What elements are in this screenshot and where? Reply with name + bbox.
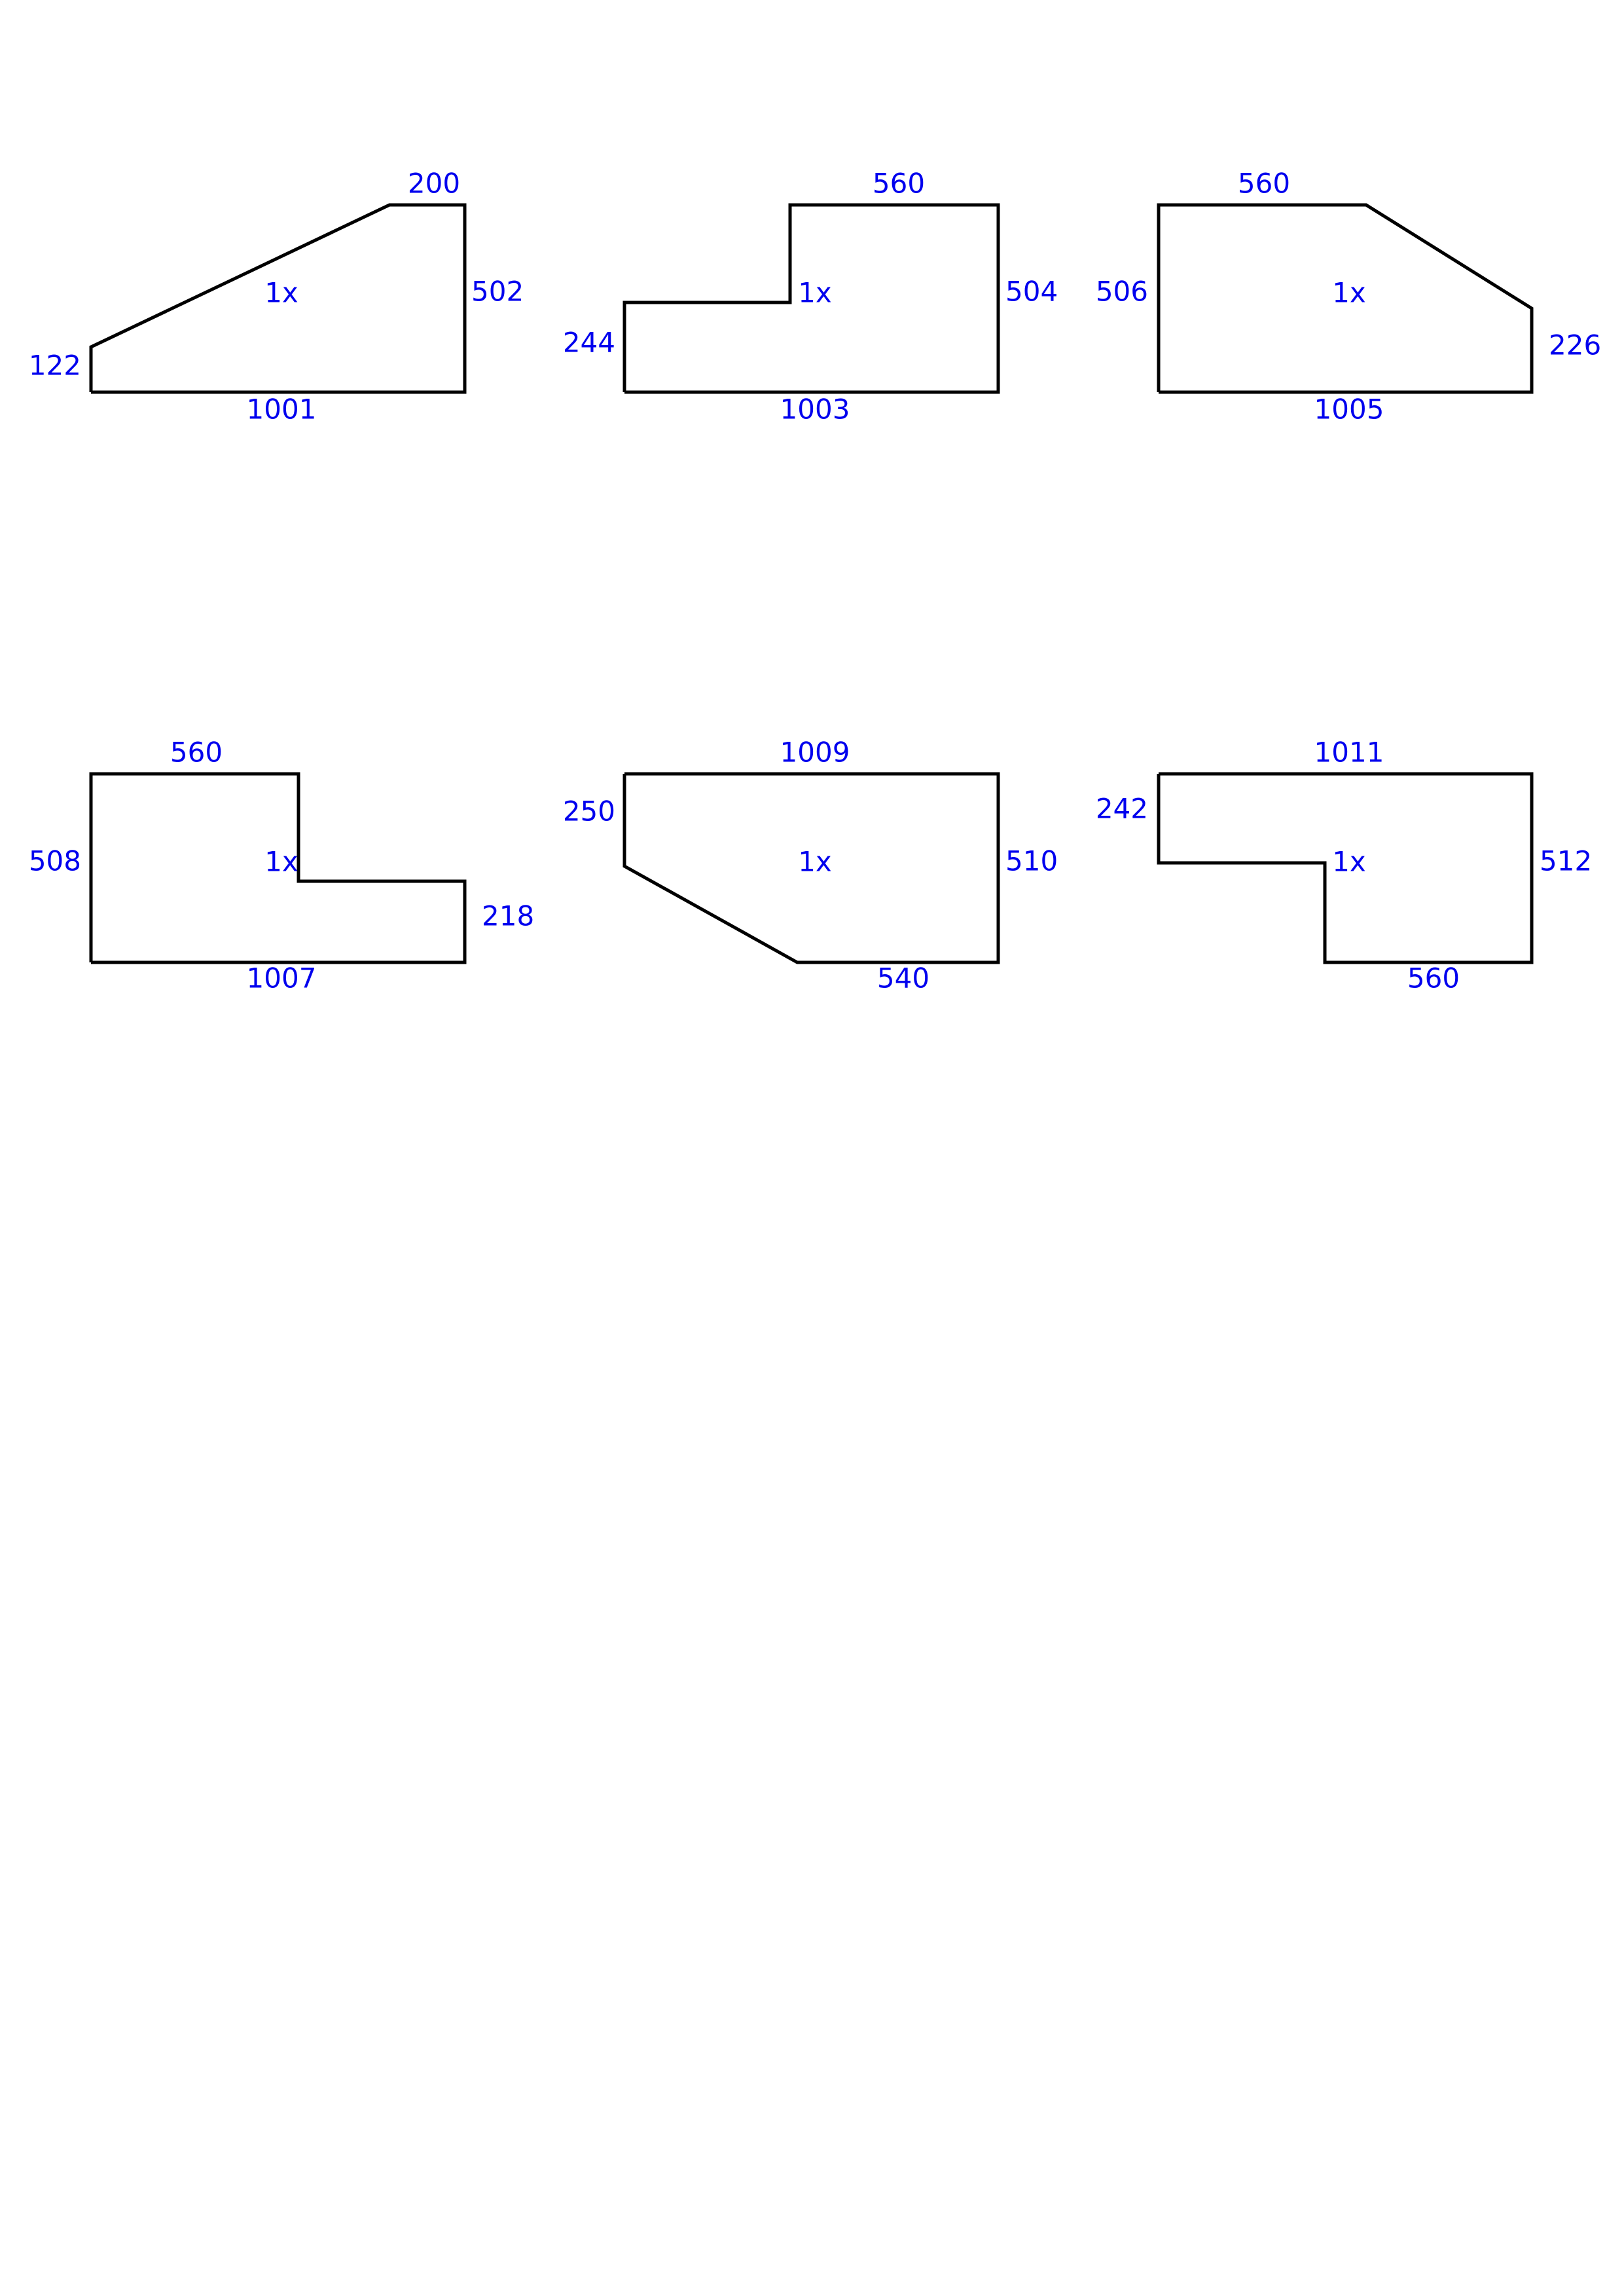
piece-5-dim-left: 250: [563, 795, 615, 828]
piece-3-dim-top: 560: [1238, 168, 1290, 200]
piece-5: 1x 1009 250 510 540: [563, 737, 1058, 994]
piece-3-outline: [1157, 203, 1534, 394]
piece-4-quantity: 1x: [264, 846, 298, 878]
piece-6-dim-right: 512: [1540, 845, 1592, 877]
piece-2-dim-top: 560: [873, 168, 925, 200]
piece-6-dim-top: 1011: [1314, 737, 1384, 769]
piece-2-dim-left: 244: [563, 327, 615, 359]
piece-1-quantity: 1x: [264, 277, 298, 309]
piece-4-dim-left: 508: [29, 845, 81, 877]
piece-4-dim-bottom: 1007: [247, 962, 317, 994]
piece-5-dim-top: 1009: [780, 737, 850, 769]
piece-6-outline: [1157, 772, 1534, 964]
piece-5-outline: [623, 772, 1000, 964]
piece-5-dim-right: 510: [1005, 845, 1058, 877]
piece-2-outline: [623, 203, 1000, 394]
piece-3-dim-right: 226: [1549, 329, 1601, 361]
piece-5-quantity: 1x: [798, 846, 832, 878]
piece-2: 1x 560 504 1003 244: [563, 168, 1058, 426]
piece-3: 1x 560 506 1005 226: [1096, 168, 1601, 426]
piece-6-dim-bottom: 560: [1407, 962, 1460, 994]
piece-1-outline: [89, 203, 467, 394]
piece-3-dim-bottom: 1005: [1314, 393, 1384, 426]
piece-1-dim-left: 122: [29, 350, 81, 382]
piece-5-dim-bottom: 540: [877, 962, 929, 994]
piece-1-dim-right: 502: [471, 276, 524, 308]
piece-4-dim-top: 560: [170, 737, 223, 769]
piece-2-dim-right: 504: [1005, 276, 1058, 308]
piece-1: 1x 200 502 1001 122: [29, 168, 524, 426]
piece-4: 1x 560 508 1007 218: [29, 737, 534, 994]
piece-2-quantity: 1x: [798, 277, 832, 309]
piece-6-dim-left: 242: [1096, 793, 1148, 825]
piece-3-quantity: 1x: [1332, 277, 1366, 309]
piece-1-dim-bottom: 1001: [247, 393, 317, 426]
piece-6-quantity: 1x: [1332, 846, 1366, 878]
piece-4-outline: [89, 772, 467, 964]
piece-2-dim-bottom: 1003: [780, 393, 850, 426]
piece-4-dim-right: 218: [482, 900, 534, 932]
piece-1-dim-top: 200: [408, 168, 460, 200]
piece-6: 1x 1011 242 512 560: [1096, 737, 1592, 994]
piece-3-dim-left: 506: [1096, 276, 1148, 308]
